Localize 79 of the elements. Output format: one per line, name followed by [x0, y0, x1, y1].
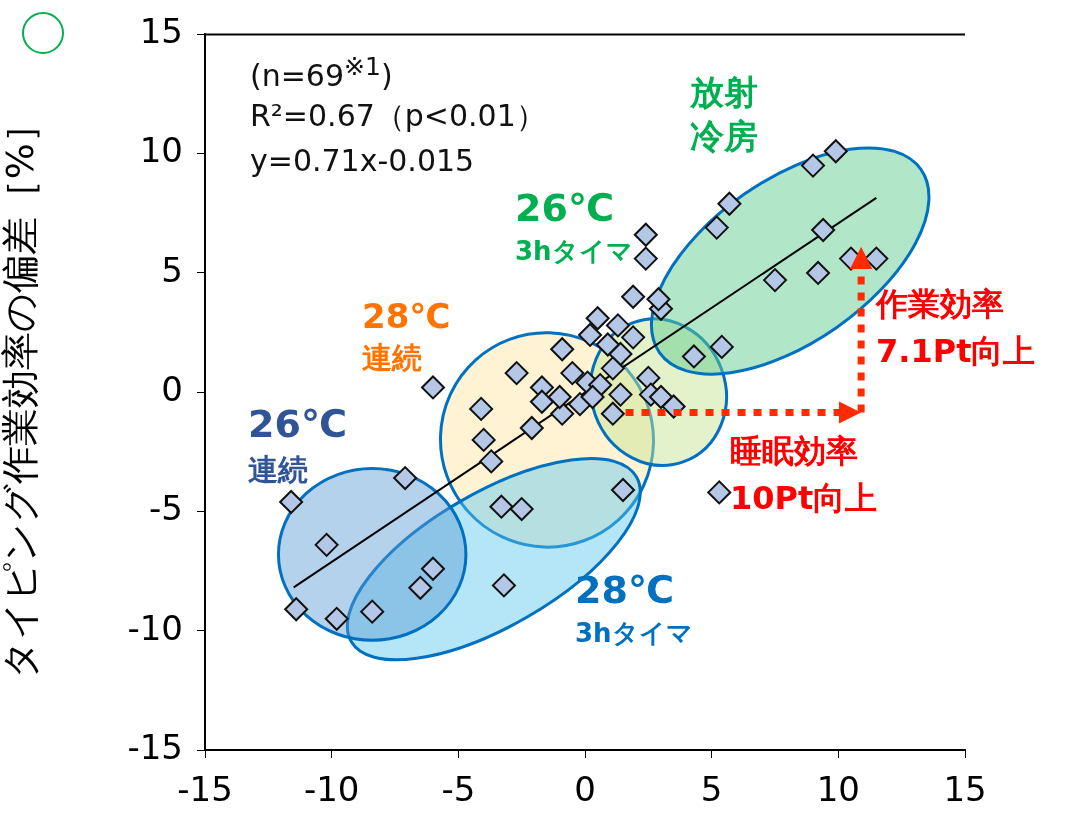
point: [585, 306, 610, 331]
point: [681, 344, 706, 369]
point: [633, 246, 658, 271]
point: [284, 597, 309, 622]
point: [393, 466, 418, 491]
point: [580, 384, 605, 409]
point: [801, 153, 825, 178]
point: [649, 384, 673, 409]
annotation: 連続: [362, 340, 422, 375]
annotation: R²=0.67（p<0.01）: [250, 98, 546, 133]
annotation: 連続: [248, 452, 308, 487]
annotation: 冷房: [690, 116, 758, 156]
annotation: 26℃: [515, 186, 614, 230]
annotation: (n=69$^{※1}$): [250, 52, 393, 93]
point: [611, 478, 635, 502]
point: [471, 427, 496, 452]
annotation: 3hタイマ: [515, 236, 633, 266]
point: [864, 246, 889, 271]
point: [707, 480, 732, 505]
point: [314, 532, 339, 557]
point: [621, 284, 646, 309]
point: [421, 556, 445, 581]
point: [509, 497, 534, 522]
point: [578, 322, 603, 347]
point: [806, 260, 831, 285]
point: [491, 573, 516, 598]
y-tick-label: 15: [139, 11, 183, 52]
annotation: 作業効率: [876, 285, 1004, 323]
point: [633, 222, 658, 247]
x-tick-label: 0: [574, 769, 596, 810]
point: [324, 606, 349, 631]
y-tick-label: -15: [127, 726, 183, 767]
y-tick-label: -10: [127, 607, 183, 648]
annotation: y=0.71x-0.015: [250, 143, 475, 178]
point: [709, 334, 734, 359]
point: [811, 218, 836, 242]
annotation: 放射: [690, 72, 758, 112]
point: [763, 268, 787, 293]
x-tick-label: 15: [943, 769, 987, 810]
annotation: 3hタイマ: [575, 618, 693, 648]
point: [600, 356, 625, 381]
point: [519, 415, 544, 440]
annotation: 7.1Pt向上: [876, 332, 1036, 370]
x-tick-label: -10: [303, 769, 360, 810]
annotation: 28℃: [575, 568, 674, 612]
x-tick-label: -5: [441, 769, 476, 810]
point: [717, 191, 742, 216]
y-tick-label: -5: [149, 488, 183, 529]
point: [529, 389, 554, 414]
point: [547, 384, 572, 409]
annotation: 睡眠効率: [730, 432, 858, 470]
point: [621, 325, 646, 350]
y-tick-label: 5: [161, 249, 183, 290]
point: [421, 375, 445, 400]
point: [823, 139, 848, 164]
point: [279, 489, 304, 514]
point: [605, 313, 630, 338]
point: [360, 599, 385, 624]
point: [595, 332, 620, 357]
annotation: 10Pt向上: [730, 479, 878, 517]
x-tick-label: 10: [816, 769, 860, 810]
annotation: 28℃: [362, 296, 451, 336]
point: [479, 449, 504, 474]
x-tick-label: 5: [700, 769, 723, 810]
point: [608, 382, 633, 407]
y-tick-label: 0: [161, 369, 183, 410]
point: [636, 365, 661, 390]
point: [469, 396, 494, 421]
y-tick-label: 10: [139, 130, 183, 171]
point: [550, 337, 575, 362]
annotation: 26℃: [248, 402, 347, 446]
point: [600, 401, 625, 426]
point: [504, 361, 529, 386]
point: [646, 287, 671, 312]
point: [489, 494, 514, 519]
point: [560, 361, 585, 386]
y-axis-title: タイピング作業効率の偏差［%］: [0, 105, 42, 680]
point: [408, 575, 433, 600]
point: [704, 215, 729, 240]
